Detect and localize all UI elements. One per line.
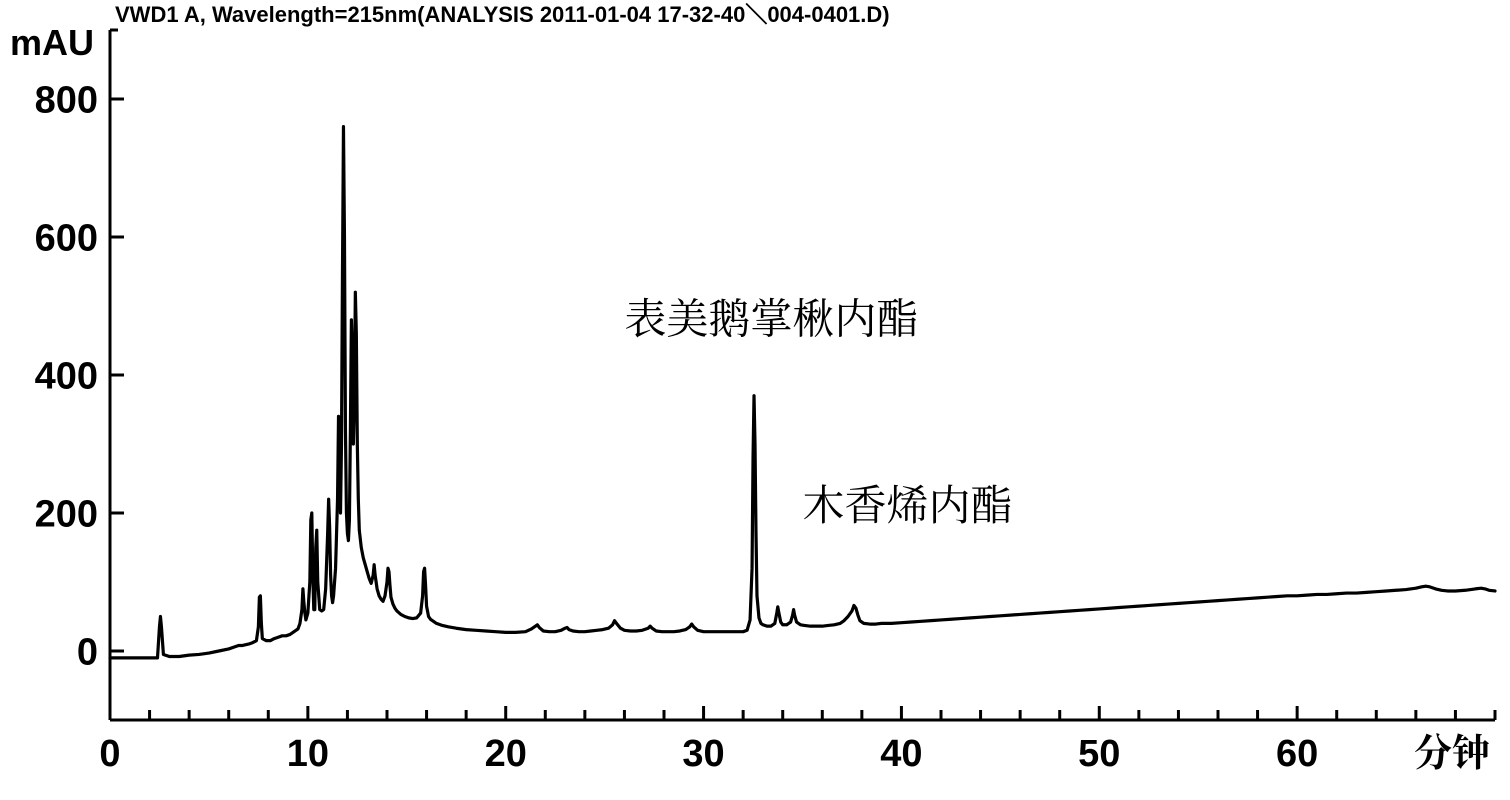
x-axis-unit: 分钟 (1414, 722, 1490, 777)
x-tick-label: 40 (880, 733, 922, 775)
y-tick-label: 800 (35, 79, 98, 121)
y-tick-label: 200 (35, 493, 98, 535)
y-tick-label: 0 (77, 631, 98, 673)
x-tick-label: 0 (99, 733, 120, 775)
x-tick-label: 10 (287, 733, 329, 775)
y-tick-label: 600 (35, 217, 98, 259)
peak-label-0: 表美鹅掌楸内酯 (624, 287, 918, 347)
x-tick-label: 50 (1078, 733, 1120, 775)
x-tick-label: 20 (485, 733, 527, 775)
chart-header: VWD1 A, Wavelength=215nm(ANALYSIS 2011-0… (115, 2, 890, 27)
x-tick-label: 30 (682, 733, 724, 775)
chromatogram-chart: VWD1 A, Wavelength=215nm(ANALYSIS 2011-0… (0, 0, 1510, 800)
x-tick-label: 60 (1276, 733, 1318, 775)
peak-label-1: 木香烯内酯 (803, 473, 1013, 533)
y-tick-label: 400 (35, 355, 98, 397)
y-axis-unit: mAU (10, 22, 94, 63)
chart-svg: VWD1 A, Wavelength=215nm(ANALYSIS 2011-0… (0, 0, 1510, 800)
